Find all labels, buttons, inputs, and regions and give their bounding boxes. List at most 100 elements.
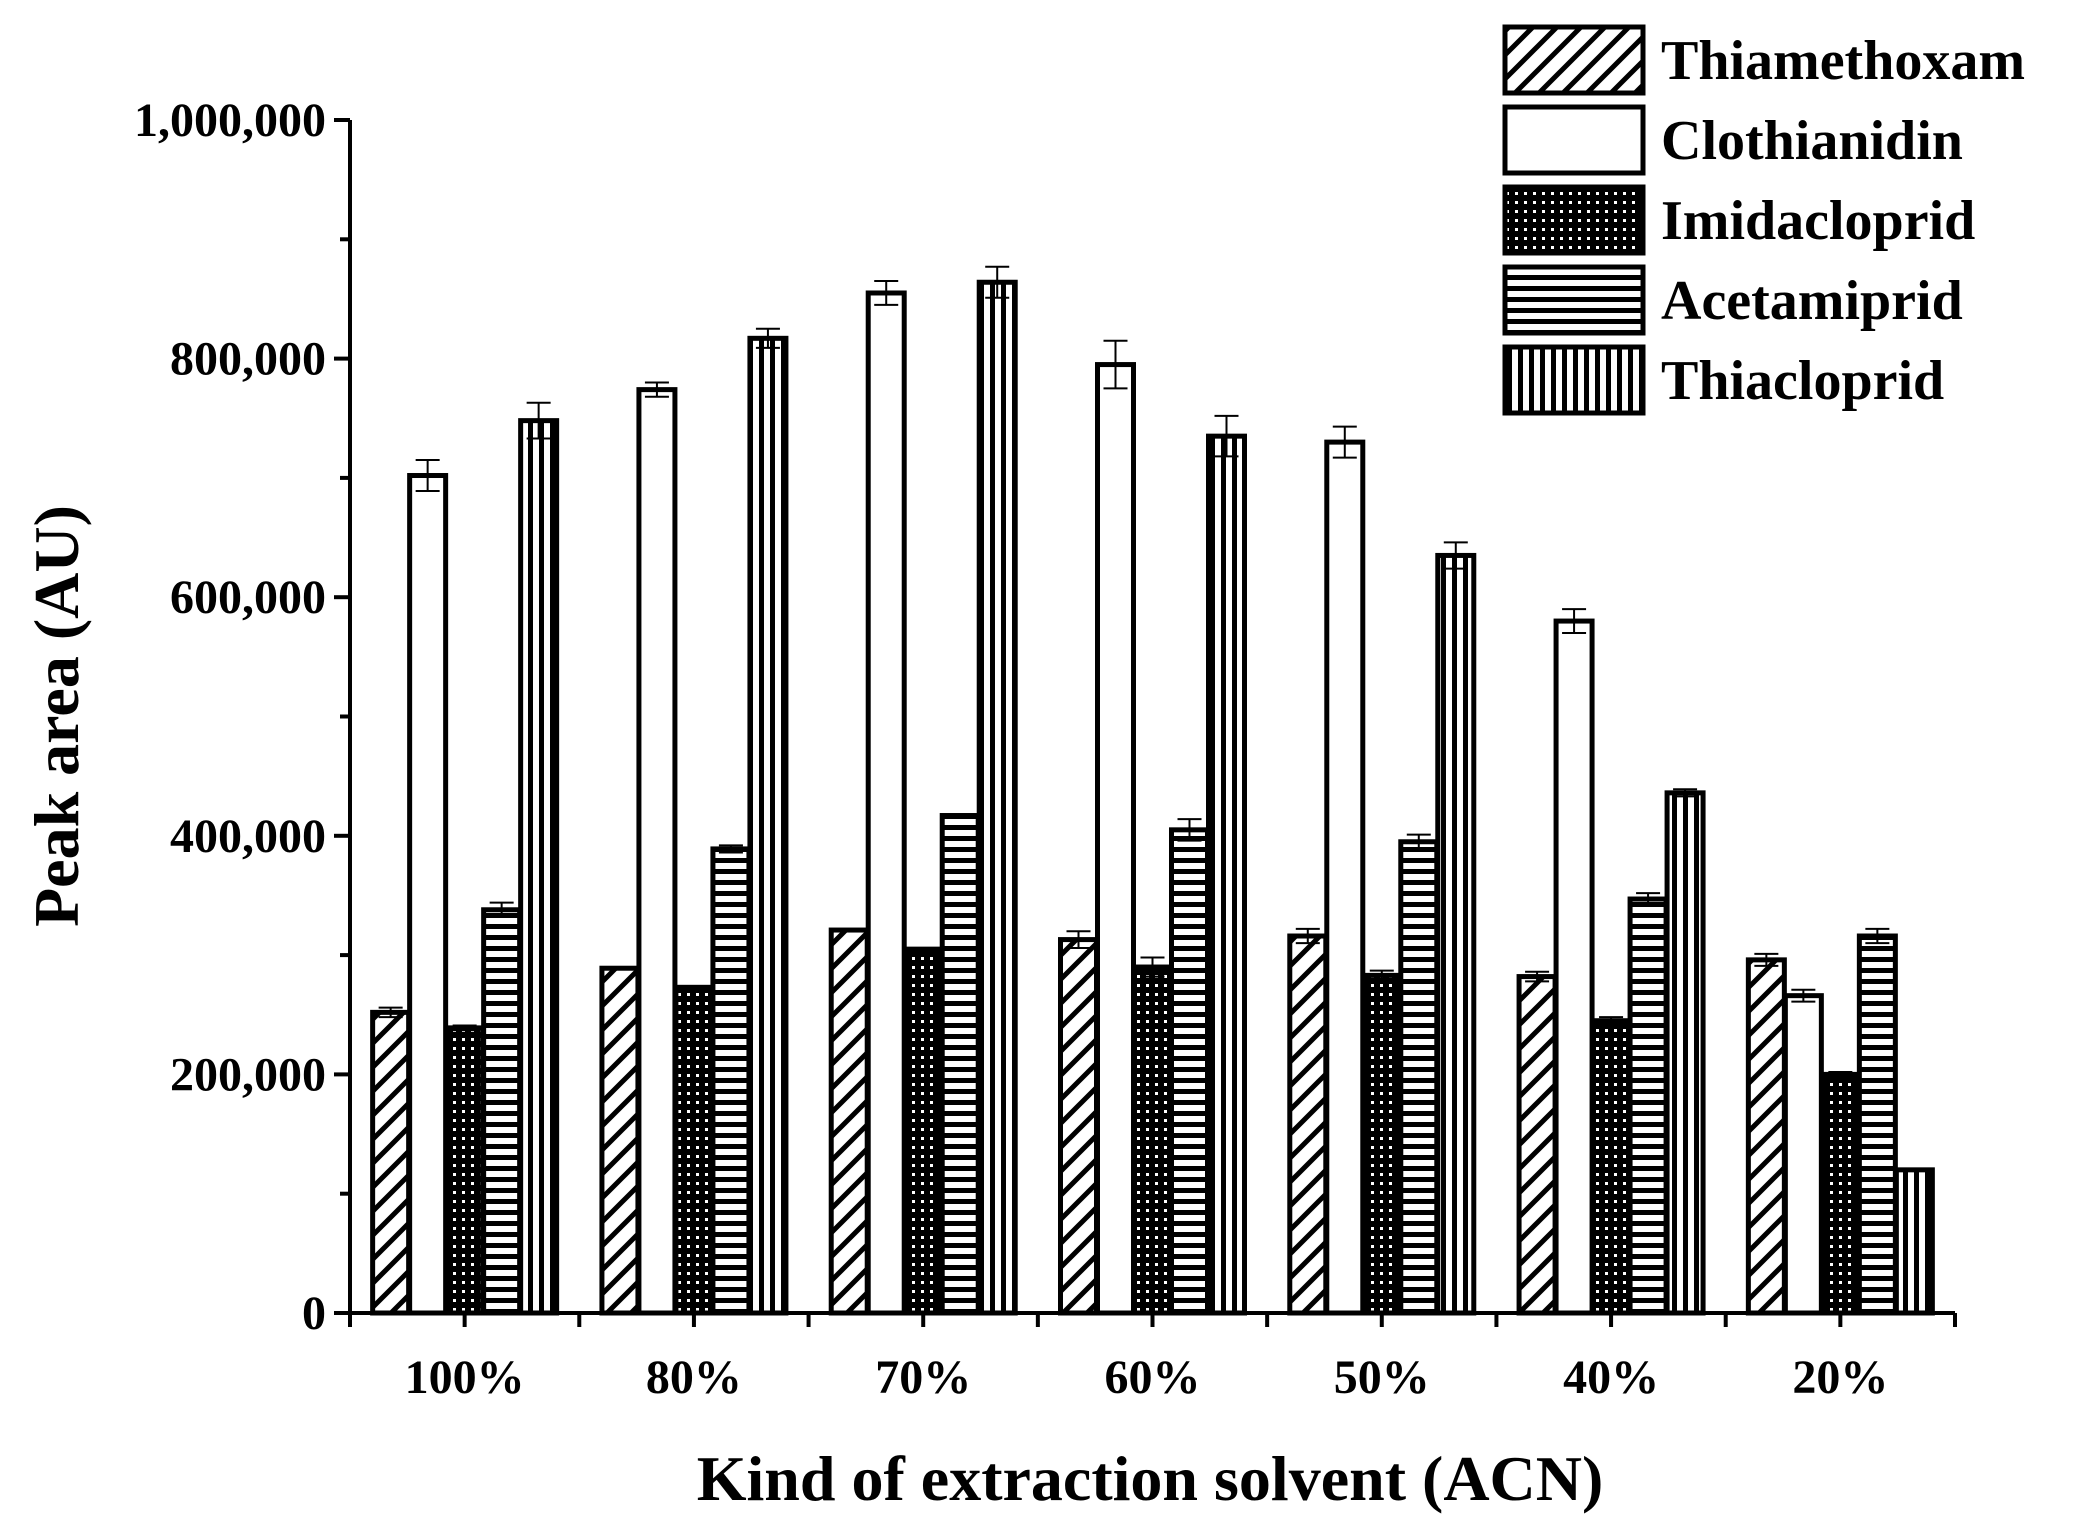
error-bar-thiamethoxam-40% [1525, 970, 1550, 983]
error-bar-clothianidin-20% [1791, 988, 1816, 1003]
legend: Thiamethoxam Clothianidin Imidacloprid Acet… [1502, 24, 2025, 416]
y-tick-label: 600,000 [170, 571, 326, 624]
error-bar-thiacloprid-40% [1673, 788, 1698, 798]
bar-thiamethoxam-70% [828, 927, 870, 1316]
x-tick-label: 80% [646, 1351, 742, 1404]
error-bar-imidacloprid-60% [1140, 956, 1165, 978]
error-bar-acetamiprid-50% [1406, 833, 1431, 850]
series-thiamethoxam [370, 927, 1787, 1316]
y-tick-label: 400,000 [170, 810, 326, 863]
bar-acetamiprid-80% [710, 846, 752, 1316]
error-bar-clothianidin-100% [415, 459, 440, 493]
bar-clothianidin-20% [1782, 993, 1824, 1316]
bar-clothianidin-80% [636, 387, 678, 1316]
bar-acetamiprid-70% [939, 813, 981, 1316]
legend-item-acetamiprid: Acetamiprid [1502, 264, 1963, 336]
x-tick-label: 50% [1334, 1351, 1430, 1404]
bar-clothianidin-60% [1095, 362, 1136, 1316]
bar-imidacloprid-100% [444, 1025, 486, 1316]
bar-acetamiprid-40% [1627, 896, 1669, 1316]
bar-imidacloprid-70% [902, 946, 944, 1316]
legend-item-clothianidin: Clothianidin [1502, 104, 1963, 176]
bar-thiamethoxam-60% [1058, 937, 1099, 1316]
error-bar-acetamiprid-60% [1177, 818, 1202, 842]
y-tick-label: 0 [302, 1287, 326, 1340]
legend-label: Imidacloprid [1661, 190, 1975, 252]
error-bar-acetamiprid-100% [489, 901, 514, 918]
bar-acetamiprid-50% [1398, 839, 1440, 1316]
error-bar-imidacloprid-100% [452, 1024, 477, 1032]
legend-label: Acetamiprid [1661, 270, 1963, 332]
error-bar-thiacloprid-50% [1443, 541, 1468, 570]
legend-swatch [1502, 264, 1646, 336]
error-bar-imidacloprid-50% [1369, 969, 1394, 982]
legend-item-thiamethoxam: Thiamethoxam [1502, 24, 2025, 96]
bar-clothianidin-70% [865, 290, 907, 1316]
error-bar-clothianidin-60% [1103, 339, 1128, 390]
legend-swatch [1502, 184, 1646, 256]
legend-item-thiacloprid: Thiacloprid [1502, 344, 1944, 416]
bar-acetamiprid-100% [481, 907, 523, 1316]
error-bar-thiamethoxam-60% [1066, 930, 1091, 949]
bar-thiacloprid-80% [747, 335, 789, 1316]
bar-thiamethoxam-50% [1287, 933, 1329, 1316]
error-bar-clothianidin-50% [1332, 425, 1357, 459]
bar-acetamiprid-60% [1169, 827, 1210, 1316]
error-bar-thiacloprid-80% [755, 327, 780, 349]
bar-imidacloprid-60% [1132, 964, 1173, 1316]
error-bar-thiamethoxam-20% [1754, 952, 1779, 967]
x-tick-label: 40% [1563, 1351, 1659, 1404]
bar-thiacloprid-70% [976, 279, 1018, 1316]
bar-clothianidin-100% [407, 473, 449, 1316]
bar-imidacloprid-50% [1361, 972, 1403, 1316]
error-bar-imidacloprid-20% [1828, 1071, 1853, 1078]
error-bar-imidacloprid-40% [1599, 1016, 1624, 1026]
error-bar-acetamiprid-80% [718, 844, 743, 854]
legend-swatch [1502, 104, 1646, 176]
bar-thiacloprid-40% [1664, 790, 1706, 1316]
legend-label: Thiacloprid [1661, 350, 1944, 412]
bar-thiamethoxam-20% [1745, 957, 1787, 1316]
y-tick-label: 200,000 [170, 1048, 326, 1101]
y-tick-label: 1,000,000 [134, 94, 326, 147]
legend-label: Clothianidin [1661, 110, 1963, 172]
bars-layer [370, 265, 1935, 1316]
x-tick-label: 20% [1792, 1351, 1888, 1404]
x-tick-label: 60% [1105, 1351, 1201, 1404]
error-bar-acetamiprid-20% [1865, 927, 1890, 945]
legend-item-imidacloprid: Imidacloprid [1502, 184, 1975, 256]
bar-clothianidin-40% [1553, 618, 1595, 1316]
x-axis-title: Kind of extraction solvent (ACN) [697, 1443, 1604, 1514]
y-tick-label: 800,000 [170, 333, 326, 386]
bar-thiamethoxam-40% [1516, 974, 1558, 1316]
error-bar-thiacloprid-100% [526, 401, 551, 440]
bar-thiacloprid-20% [1893, 1167, 1935, 1316]
error-bar-clothianidin-70% [874, 280, 899, 306]
error-bar-clothianidin-80% [644, 381, 669, 398]
bar-thiamethoxam-80% [599, 965, 641, 1316]
bar-imidacloprid-40% [1590, 1018, 1632, 1316]
y-axis-title: Peak area (AU) [21, 505, 92, 927]
series-acetamiprid [481, 813, 1898, 1316]
bar-thiacloprid-100% [518, 418, 560, 1316]
bar-imidacloprid-80% [673, 984, 715, 1316]
bar-imidacloprid-20% [1819, 1071, 1861, 1316]
bar-thiacloprid-50% [1435, 552, 1477, 1316]
bar-thiacloprid-60% [1206, 433, 1247, 1316]
error-bar-thiacloprid-70% [985, 265, 1010, 299]
legend-swatch [1502, 24, 1646, 96]
axes-layer: 0 200,000 400,000 600,000 800,000 1,000,000 10… [134, 94, 1957, 1404]
error-bar-thiacloprid-60% [1214, 414, 1239, 458]
x-tick-label: 100% [405, 1351, 525, 1404]
legend-label: Thiamethoxam [1661, 30, 2025, 92]
error-bar-thiamethoxam-100% [378, 1006, 403, 1019]
error-bar-thiamethoxam-50% [1295, 927, 1320, 945]
bar-clothianidin-50% [1324, 439, 1366, 1316]
error-bar-acetamiprid-40% [1636, 892, 1661, 906]
legend-swatch [1502, 344, 1646, 416]
bar-acetamiprid-20% [1856, 933, 1898, 1316]
x-tick-label: 70% [875, 1351, 971, 1404]
bar-thiamethoxam-100% [370, 1009, 412, 1316]
